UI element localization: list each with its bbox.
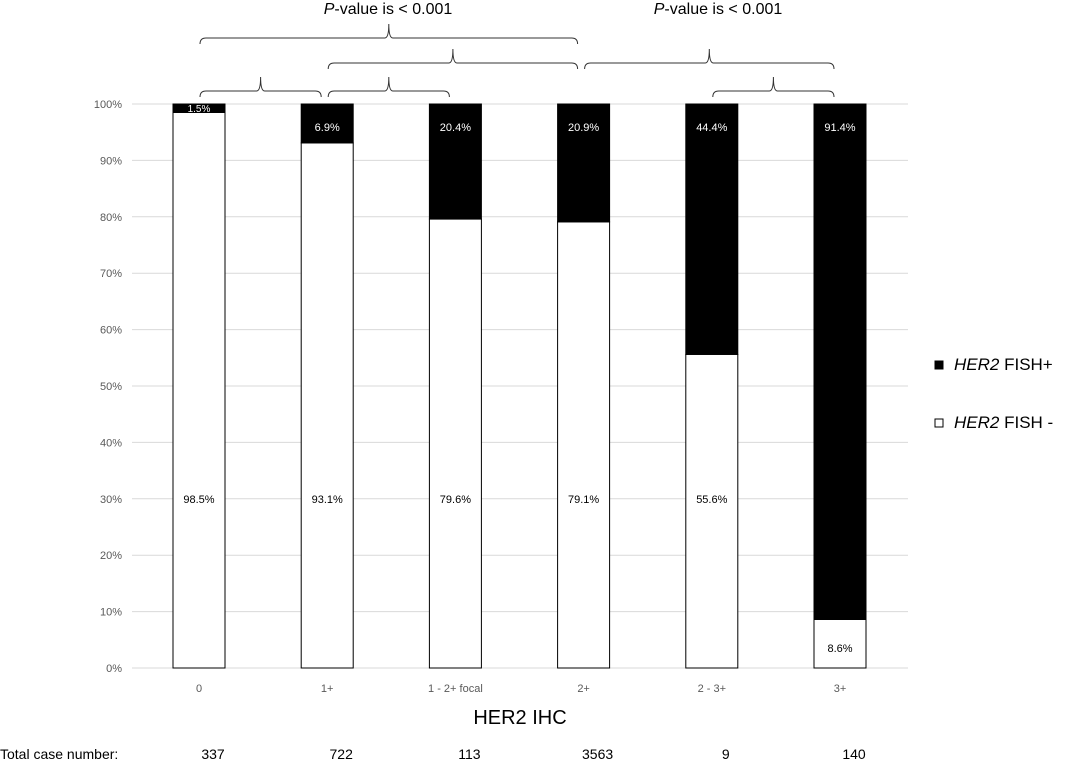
data-label-fish-positive: 44.4% — [696, 122, 727, 134]
p-value-annotation: P-value is < 0.001 — [654, 1, 783, 18]
case-number: 9 — [722, 746, 730, 761]
x-tick-label: 1 - 2+ focal — [428, 683, 483, 695]
y-tick-label: 70% — [100, 268, 122, 280]
y-tick-label: 10% — [100, 607, 122, 619]
bar-fish-positive — [813, 103, 867, 620]
p-value-annotations: P-value is < 0.001 P-value is < 0.001 — [324, 1, 783, 18]
x-tick-label: 3+ — [834, 683, 847, 695]
x-tick-label: 1+ — [321, 683, 334, 695]
gridlines — [132, 103, 908, 669]
y-tick-label: 80% — [100, 212, 122, 224]
legend-swatch — [934, 360, 944, 370]
bracket — [327, 76, 450, 98]
data-label-fish-positive: 20.4% — [440, 122, 471, 134]
x-tick-label: 2+ — [577, 683, 590, 695]
significance-brackets — [199, 23, 835, 98]
data-label-fish-negative: 79.1% — [568, 494, 599, 506]
case-number: 140 — [842, 746, 866, 761]
y-tick-label: 50% — [100, 381, 122, 393]
y-tick-label: 30% — [100, 494, 122, 506]
case-number: 113 — [458, 746, 481, 761]
data-label-fish-positive: 6.9% — [315, 122, 340, 134]
bracket — [584, 48, 835, 70]
bar-fish-positive — [172, 103, 226, 113]
y-tick-label: 90% — [100, 155, 122, 167]
y-tick-label: 0% — [106, 663, 122, 675]
bracket — [712, 76, 835, 98]
y-tick-label: 20% — [100, 550, 122, 562]
y-tick-label: 40% — [100, 437, 122, 449]
legend-label: HER2 FISH - — [954, 413, 1053, 432]
p-value-annotation: P-value is < 0.001 — [324, 1, 453, 18]
bar-fish-positive — [685, 103, 739, 355]
case-number: 337 — [201, 746, 225, 761]
bar-fish-negative — [813, 618, 867, 669]
legend: HER2 FISH+ HER2 FISH - — [934, 355, 1053, 432]
bar-fish-negative — [300, 142, 354, 669]
bars: 1.5% 98.5% 6.9% 93.1% 20.4% 79.6% 20.9% 79.1% 44… — [172, 103, 867, 669]
legend-swatch — [934, 418, 944, 428]
data-label-fish-positive: 91.4% — [824, 122, 855, 134]
legend-label: HER2 FISH+ — [954, 355, 1053, 374]
bar-fish-negative — [428, 218, 482, 669]
data-label-fish-negative: 79.6% — [440, 494, 471, 506]
case-numbers: 337 722 113 3563 9 140 — [201, 746, 866, 761]
x-axis-title: HER2 IHC — [473, 707, 566, 729]
data-label-fish-positive: 20.9% — [568, 122, 599, 134]
data-label-fish-negative: 93.1% — [312, 494, 343, 506]
bar-fish-positive — [557, 103, 611, 223]
bar-fish-negative — [685, 353, 739, 669]
y-tick-label: 100% — [94, 99, 122, 111]
case-number: 3563 — [582, 746, 613, 761]
bar-fish-negative — [172, 111, 226, 669]
data-label-fish-negative: 98.5% — [183, 494, 214, 506]
data-label-fish-positive: 1.5% — [188, 104, 211, 115]
case-number-label: Total case number: — [0, 746, 118, 761]
bar-fish-positive — [300, 103, 354, 144]
bracket — [199, 23, 579, 45]
data-label-fish-negative: 55.6% — [696, 494, 727, 506]
case-number: 722 — [330, 746, 354, 761]
bracket — [327, 48, 579, 70]
bar-fish-negative — [557, 221, 611, 669]
x-tick-label: 0 — [196, 683, 202, 695]
y-axis-ticks: 0% 10% 20% 30% 40% 50% 60% 70% 80% 90% 100% — [94, 99, 122, 675]
y-tick-label: 60% — [100, 325, 122, 337]
bracket — [199, 76, 322, 98]
x-tick-label: 2 - 3+ — [698, 683, 726, 695]
data-label-fish-negative: 8.6% — [827, 643, 852, 655]
bar-fish-positive — [428, 103, 482, 220]
x-axis-ticks: 0 1+ 1 - 2+ focal 2+ 2 - 3+ 3+ — [196, 683, 846, 695]
